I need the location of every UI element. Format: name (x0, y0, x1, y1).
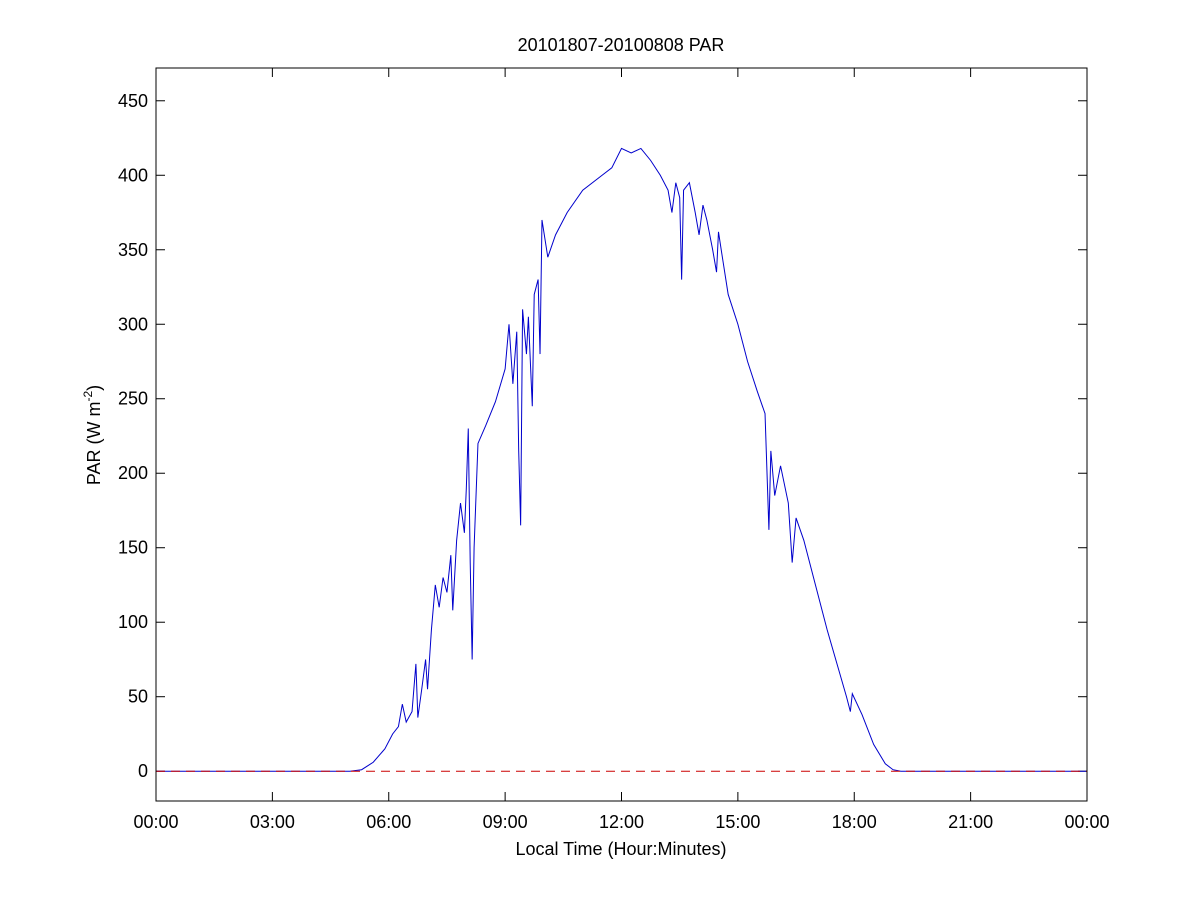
y-label-text: PAR (W m (84, 402, 104, 486)
y-label-suffix: ) (84, 385, 104, 391)
y-tick-label: 250 (118, 389, 148, 409)
x-tick-label: 03:00 (250, 812, 295, 832)
x-tick-label: 00:00 (1064, 812, 1109, 832)
plot-frame (155, 67, 1088, 802)
y-tick-label: 100 (118, 612, 148, 632)
y-axis-label: PAR (W m-2) (81, 385, 104, 485)
y-tick-label: 300 (118, 314, 148, 334)
chart-title: 20101807-20100808 PAR (518, 35, 725, 55)
y-label-superscript: -2 (81, 391, 95, 402)
y-tick-label: 0 (138, 761, 148, 781)
y-tick-label: 350 (118, 240, 148, 260)
y-tick-label: 200 (118, 463, 148, 483)
x-tick-label: 06:00 (366, 812, 411, 832)
x-axis-label: Local Time (Hour:Minutes) (515, 839, 726, 859)
x-tick-label: 09:00 (483, 812, 528, 832)
x-tick-label: 15:00 (715, 812, 760, 832)
data-line (156, 147, 1087, 772)
x-tick-label: 12:00 (599, 812, 644, 832)
y-tick-label: 150 (118, 538, 148, 558)
x-tick-label: 21:00 (948, 812, 993, 832)
y-tick-label: 450 (118, 91, 148, 111)
x-tick-label: 00:00 (133, 812, 178, 832)
x-tick-label: 18:00 (832, 812, 877, 832)
y-tick-label: 50 (128, 687, 148, 707)
y-tick-label: 400 (118, 165, 148, 185)
